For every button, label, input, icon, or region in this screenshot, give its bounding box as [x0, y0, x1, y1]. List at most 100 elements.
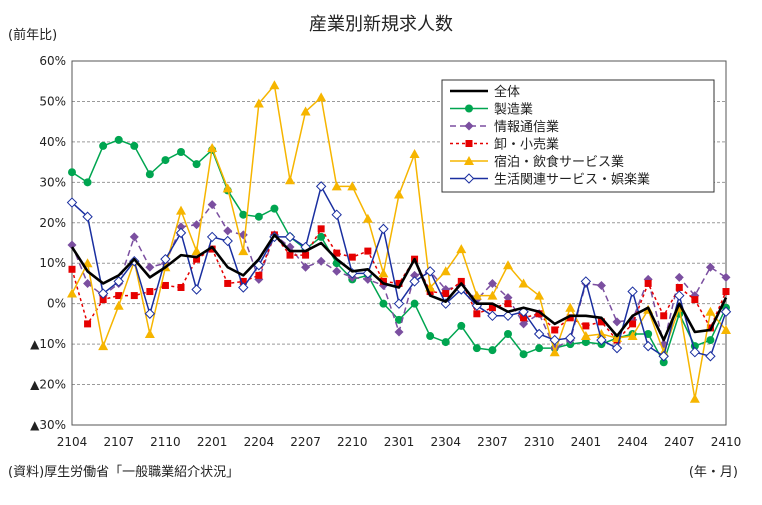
data-point	[238, 246, 249, 256]
data-point	[440, 266, 451, 276]
data-point	[315, 181, 327, 192]
data-point	[464, 121, 474, 131]
data-point	[99, 141, 108, 150]
data-point	[395, 315, 403, 324]
legend-label: 情報通信業	[494, 119, 559, 135]
data-point	[83, 178, 92, 187]
data-point	[192, 220, 202, 230]
legend-item: 情報通信業	[450, 119, 559, 135]
data-point	[464, 156, 474, 165]
data-point	[378, 268, 389, 278]
data-point	[98, 341, 109, 351]
data-point	[504, 300, 512, 308]
data-point	[612, 317, 622, 327]
data-point	[519, 319, 529, 329]
data-point	[691, 296, 699, 304]
data-point	[465, 104, 473, 113]
data-point	[503, 293, 513, 303]
data-point	[254, 212, 263, 221]
data-point	[115, 292, 123, 300]
data-point	[596, 334, 607, 346]
data-point	[301, 262, 311, 272]
data-point	[82, 211, 93, 222]
data-point	[660, 312, 668, 320]
data-point	[378, 223, 389, 235]
data-point	[580, 276, 592, 287]
data-point	[410, 299, 419, 308]
data-point	[409, 149, 420, 159]
data-point	[284, 231, 296, 243]
data-point	[253, 98, 264, 108]
series-6	[66, 181, 732, 362]
data-point	[99, 296, 107, 304]
data-point	[160, 253, 171, 265]
x-tick-label: 2207	[290, 435, 321, 449]
data-point	[239, 277, 247, 285]
series-line	[70, 233, 728, 342]
data-point	[286, 251, 294, 259]
data-point	[473, 310, 481, 318]
data-point	[113, 276, 124, 287]
data-point	[130, 292, 138, 300]
series-4	[68, 225, 730, 344]
data-point	[596, 280, 606, 290]
data-point	[113, 300, 124, 310]
data-point	[549, 347, 560, 357]
data-point	[534, 290, 545, 300]
data-point	[332, 266, 342, 276]
data-point	[675, 283, 683, 291]
data-point	[597, 318, 605, 326]
data-point	[379, 299, 388, 308]
data-point	[629, 320, 637, 328]
data-point	[393, 298, 405, 309]
data-point	[145, 170, 154, 179]
data-point	[456, 244, 467, 254]
data-point	[502, 310, 514, 322]
x-tick-label: 2104	[57, 435, 88, 449]
x-tick-label: 2310	[524, 435, 555, 449]
data-point	[222, 235, 233, 247]
y-tick-label: ▲20%	[30, 378, 66, 392]
data-point	[175, 227, 187, 239]
data-point	[565, 332, 576, 344]
data-point	[722, 288, 730, 296]
data-point	[285, 175, 295, 185]
data-point	[300, 106, 311, 116]
data-point	[488, 346, 497, 355]
data-point	[206, 231, 218, 243]
x-tick-label: 2307	[477, 435, 508, 449]
data-point	[161, 281, 169, 289]
data-point	[551, 326, 559, 334]
data-point	[191, 284, 202, 295]
data-point	[519, 350, 528, 359]
data-point	[705, 351, 716, 362]
source-note: (資料)厚生労働省「一般職業紹介状況」	[8, 465, 240, 480]
data-point	[395, 279, 403, 287]
data-point	[424, 266, 436, 277]
series-line	[71, 203, 727, 349]
data-point	[426, 332, 435, 341]
data-point	[705, 306, 716, 316]
data-point	[488, 304, 496, 312]
data-point	[611, 342, 623, 354]
data-point	[222, 183, 233, 193]
series-layer	[66, 80, 732, 403]
data-point	[379, 277, 387, 285]
data-point	[145, 262, 155, 272]
data-point	[114, 135, 123, 144]
legend-label: 卸・小売業	[494, 137, 559, 153]
data-point	[144, 308, 156, 319]
x-tick-label: 2210	[337, 435, 368, 449]
data-point	[144, 329, 155, 338]
data-point	[533, 328, 545, 340]
data-point	[331, 209, 342, 220]
data-point	[465, 140, 473, 147]
x-tick-label: 2410	[711, 435, 742, 449]
data-point	[442, 290, 450, 298]
data-point	[269, 80, 280, 90]
data-point	[270, 204, 279, 213]
data-point	[457, 277, 465, 285]
chart-title: 産業別新規求人数	[309, 14, 453, 35]
data-point	[689, 346, 701, 358]
data-point	[177, 148, 185, 156]
